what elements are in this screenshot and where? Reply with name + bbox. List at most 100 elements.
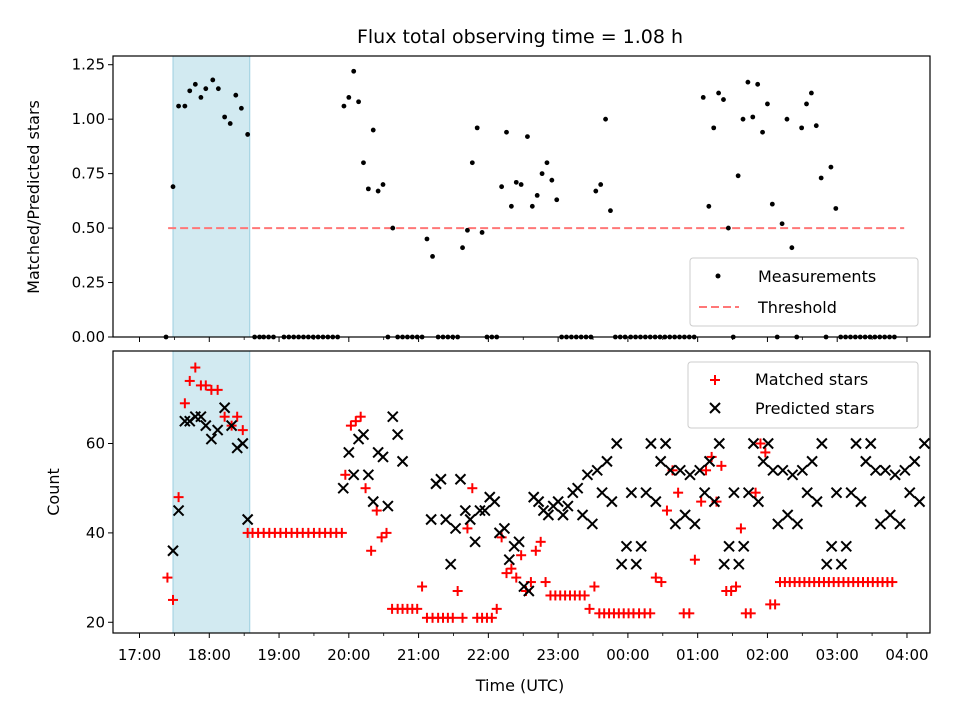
ratio-legend: Measurements Threshold [689, 257, 919, 327]
predicted-star-b [825, 540, 838, 553]
measurement-point [721, 97, 726, 102]
predicted-star-point [752, 495, 765, 508]
predicted-star-point [532, 495, 545, 508]
ratio-y-tick-label: 0.00 [72, 328, 105, 346]
predicted-star-b [391, 428, 404, 441]
predicted-star-point [425, 513, 437, 526]
matched-star-point [491, 603, 502, 614]
predicted-star-point [708, 495, 721, 508]
matched-star-point [726, 585, 737, 596]
measurement-point [828, 164, 834, 170]
ratio-y-tick-label: 0.25 [72, 274, 105, 292]
predicted-star-b [601, 455, 613, 468]
matched-star-point [340, 469, 351, 480]
predicted-star-b [840, 540, 852, 553]
count-y-tick-label: 40 [86, 524, 105, 542]
matched-star-point [457, 612, 468, 623]
predicted-star-point [474, 504, 486, 517]
predicted-star-point [855, 495, 867, 508]
predicted-star-b [654, 455, 667, 468]
predicted-star-b [382, 500, 394, 512]
predicted-star-point [387, 410, 399, 423]
predicted-star-point [382, 500, 394, 512]
predicted-star-point [904, 486, 916, 499]
predicted-star-point [650, 495, 662, 508]
measurement-point [182, 103, 188, 109]
predicted-star-point [241, 513, 254, 526]
predicted-star-point [391, 428, 404, 441]
matched-star-point [355, 411, 366, 422]
predicted-star-point [713, 437, 726, 450]
matched-star-point [173, 492, 184, 503]
predicted-star-b [689, 518, 701, 530]
predicted-star-b [440, 513, 452, 526]
matched-star-point [371, 505, 382, 516]
predicted-star-b [674, 464, 686, 477]
predicted-star-point [786, 469, 799, 481]
predicted-star-b [821, 558, 833, 570]
predicted-star-point [733, 558, 745, 570]
predicted-star-b [503, 553, 515, 566]
predicted-star-b [571, 482, 584, 494]
measurement-point [238, 105, 244, 111]
predicted-star-b [762, 437, 774, 450]
predicted-star-point [908, 455, 921, 468]
predicted-star-b [874, 518, 887, 530]
predicted-star-b [179, 415, 191, 427]
matched-star-point [200, 380, 211, 391]
predicted-star-point [918, 437, 931, 450]
predicted-star-b [918, 437, 931, 450]
measurement-point [508, 203, 514, 209]
matched-star-point [755, 438, 766, 449]
predicted-star-b [913, 495, 926, 508]
predicted-star-point [449, 522, 462, 535]
measurement-point [804, 101, 809, 107]
predicted-star-point [581, 469, 594, 481]
x-tick-label: 17:00 [118, 646, 161, 664]
predicted-star-b [884, 509, 896, 521]
measurement-point [603, 116, 608, 122]
measurement-point [769, 201, 775, 207]
predicted-star-point [557, 509, 569, 521]
measurement-point [351, 68, 357, 74]
measurement-point [716, 90, 721, 96]
predicted-star-b [908, 455, 921, 468]
matched-star-point [745, 608, 756, 619]
predicted-star-b [889, 469, 901, 481]
predicted-star-point [498, 522, 511, 535]
measurement-point [233, 92, 239, 98]
predicted-star-point [811, 495, 823, 508]
measurement-point [479, 230, 485, 235]
predicted-star-b [698, 486, 711, 499]
predicted-star-point [205, 433, 218, 445]
matched-star-point [376, 532, 387, 543]
predicted-star-point [640, 486, 652, 499]
matched-star-point [673, 487, 684, 498]
measurement-point [735, 173, 741, 179]
matched-star-point [179, 398, 190, 409]
matched-star-point [184, 375, 195, 386]
predicted-star-b [396, 455, 409, 468]
measurement-point [390, 225, 396, 231]
matched-star-point [684, 608, 695, 619]
matched-star-point [462, 523, 473, 534]
measurement-point [346, 94, 352, 100]
measurement-point [341, 103, 347, 109]
measurement-point [170, 184, 176, 190]
predicted-star-b [479, 504, 491, 517]
measurement-point [799, 125, 805, 131]
matched-star-point [162, 572, 173, 583]
x-tick-label: 22:00 [467, 646, 510, 664]
predicted-star-point [767, 464, 779, 477]
matched-star-point [584, 603, 595, 614]
measurement-point [187, 88, 193, 94]
predicted-star-point [674, 464, 686, 477]
predicted-star-b [337, 482, 349, 494]
matched-star-point [190, 362, 201, 373]
predicted-star-b [669, 518, 682, 530]
predicted-star-b [449, 522, 462, 535]
predicted-star-point [464, 513, 476, 526]
legend-matched-label: Matched stars [755, 370, 868, 389]
x-tick-label: 00:00 [606, 646, 649, 664]
predicted-star-b [752, 495, 765, 508]
